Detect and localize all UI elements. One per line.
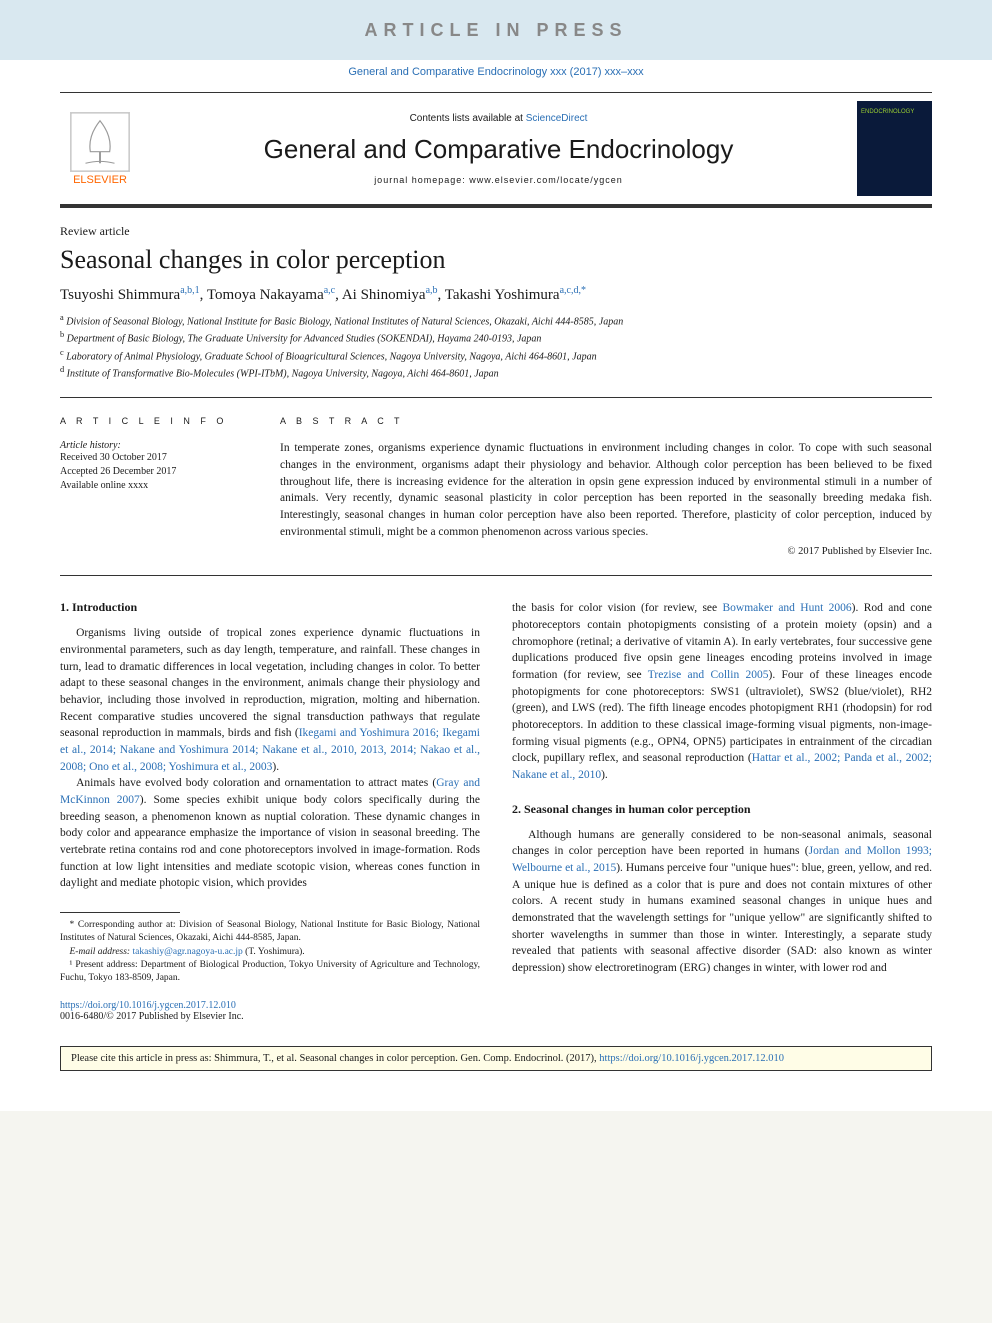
section-2-para-1: Although humans are generally considered… bbox=[512, 827, 932, 977]
elsevier-tree-icon bbox=[70, 112, 130, 172]
right-column: the basis for color vision (for review, … bbox=[512, 600, 932, 1021]
affiliation: a Division of Seasonal Biology, National… bbox=[60, 312, 932, 329]
left-column: 1. Introduction Organisms living outside… bbox=[60, 600, 480, 1021]
author: Tomoya Nakayama bbox=[207, 287, 324, 303]
abstract-text: In temperate zones, organisms experience… bbox=[280, 440, 932, 540]
citebox-text: Please cite this article in press as: Sh… bbox=[71, 1053, 599, 1064]
history-online: Available online xxxx bbox=[60, 479, 256, 493]
affiliation: c Laboratory of Animal Physiology, Gradu… bbox=[60, 347, 932, 364]
article-info-header: A R T I C L E I N F O bbox=[60, 416, 256, 426]
affiliations: a Division of Seasonal Biology, National… bbox=[60, 312, 932, 381]
cover-label: ENDOCRINOLOGY bbox=[861, 109, 914, 115]
issn-copyright: 0016-6480/© 2017 Published by Elsevier I… bbox=[60, 1011, 480, 1022]
info-abstract-block: A R T I C L E I N F O Article history: R… bbox=[60, 397, 932, 576]
author-sup: a,b bbox=[426, 285, 438, 296]
abstract-header: A B S T R A C T bbox=[280, 416, 932, 426]
author-sup: a,c,d,* bbox=[560, 285, 586, 296]
abstract-column: A B S T R A C T In temperate zones, orga… bbox=[280, 416, 932, 557]
author-sup: a,c bbox=[324, 285, 335, 296]
contents-prefix: Contents lists available at bbox=[410, 113, 526, 124]
banner-text: ARTICLE IN PRESS bbox=[364, 20, 627, 41]
contents-line: Contents lists available at ScienceDirec… bbox=[160, 113, 837, 124]
footnote-rule bbox=[60, 912, 180, 913]
section-2-heading: 2. Seasonal changes in human color perce… bbox=[512, 802, 932, 817]
affiliation: d Institute of Transformative Bio-Molecu… bbox=[60, 364, 932, 381]
right-para-1: the basis for color vision (for review, … bbox=[512, 600, 932, 783]
article-title: Seasonal changes in color perception bbox=[60, 245, 932, 275]
please-cite-box: Please cite this article in press as: Sh… bbox=[60, 1046, 932, 1071]
elsevier-wordmark: ELSEVIER bbox=[73, 174, 127, 186]
intro-para-1: Organisms living outside of tropical zon… bbox=[60, 625, 480, 775]
section-1-heading: 1. Introduction bbox=[60, 600, 480, 615]
doi-block: https://doi.org/10.1016/j.ygcen.2017.12.… bbox=[60, 1000, 480, 1022]
citation-link[interactable]: Trezise and Collin 2005 bbox=[648, 669, 769, 681]
article-type: Review article bbox=[60, 224, 932, 239]
page: ARTICLE IN PRESS General and Comparative… bbox=[0, 0, 992, 1111]
body-two-column: 1. Introduction Organisms living outside… bbox=[60, 600, 932, 1021]
elsevier-logo: ELSEVIER bbox=[60, 104, 140, 194]
citation-link[interactable]: Bowmaker and Hunt 2006 bbox=[723, 602, 852, 614]
history-accepted: Accepted 26 December 2017 bbox=[60, 465, 256, 479]
author: Tsuyoshi Shimmura bbox=[60, 287, 180, 303]
affiliation: b Department of Basic Biology, The Gradu… bbox=[60, 329, 932, 346]
present-address-footnote: ¹ Present address: Department of Biologi… bbox=[60, 959, 480, 986]
sciencedirect-link[interactable]: ScienceDirect bbox=[526, 113, 588, 124]
journal-cover-thumbnail: ENDOCRINOLOGY bbox=[857, 101, 932, 196]
email-link[interactable]: takashiy@agr.nagoya-u.ac.jp bbox=[132, 947, 242, 957]
journal-title: General and Comparative Endocrinology bbox=[160, 134, 837, 165]
author-sup: a,b,1 bbox=[180, 285, 199, 296]
author: Takashi Yoshimura bbox=[445, 287, 560, 303]
intro-para-2: Animals have evolved body coloration and… bbox=[60, 775, 480, 892]
email-footnote: E-mail address: takashiy@agr.nagoya-u.ac… bbox=[60, 946, 480, 959]
doi-link[interactable]: https://doi.org/10.1016/j.ygcen.2017.12.… bbox=[60, 1000, 236, 1011]
article-content: Review article Seasonal changes in color… bbox=[0, 208, 992, 1022]
history-label: Article history: bbox=[60, 440, 256, 451]
top-citation: General and Comparative Endocrinology xx… bbox=[0, 60, 992, 84]
author-list: Tsuyoshi Shimmuraa,b,1, Tomoya Nakayamaa… bbox=[60, 285, 932, 304]
journal-homepage: journal homepage: www.elsevier.com/locat… bbox=[160, 175, 837, 185]
abstract-copyright: © 2017 Published by Elsevier Inc. bbox=[280, 546, 932, 557]
history-received: Received 30 October 2017 bbox=[60, 451, 256, 465]
article-info: A R T I C L E I N F O Article history: R… bbox=[60, 416, 280, 557]
corresponding-author-footnote: * Corresponding author at: Division of S… bbox=[60, 919, 480, 946]
article-in-press-banner: ARTICLE IN PRESS bbox=[0, 0, 992, 60]
journal-header-center: Contents lists available at ScienceDirec… bbox=[160, 113, 837, 185]
citebox-doi-link[interactable]: https://doi.org/10.1016/j.ygcen.2017.12.… bbox=[599, 1053, 784, 1064]
author: Ai Shinomiya bbox=[342, 287, 426, 303]
journal-header: ELSEVIER Contents lists available at Sci… bbox=[60, 92, 932, 208]
